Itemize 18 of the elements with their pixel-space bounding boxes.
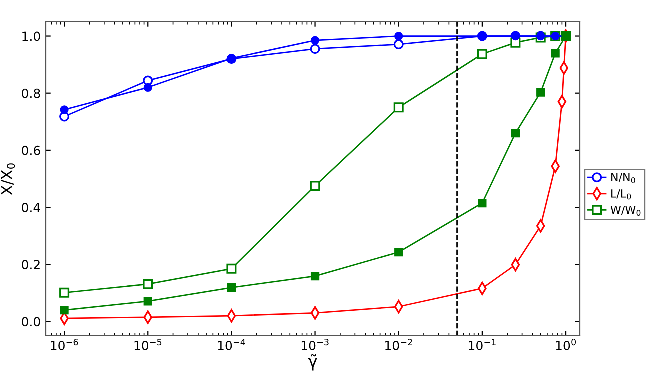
x-axis-title: γ̃ — [308, 354, 318, 371]
legend-label: L/L$_{0}$ — [612, 190, 632, 200]
y-axis-title: X/X$_{0}$ — [1, 164, 16, 196]
y-tick-label: 0.0 — [22, 317, 40, 327]
legend-label: N/N$_{0}$ — [612, 173, 636, 184]
legend-label: W/W$_{0}$ — [610, 206, 641, 216]
y-tick-label: 0.4 — [22, 203, 40, 212]
y-tick-label: 0.2 — [22, 260, 40, 270]
y-tick-label: 0.8 — [22, 88, 40, 98]
x-tick-label: 10$^{−6}$ — [51, 338, 78, 350]
x-tick-label: 10$^{−3}$ — [302, 338, 329, 350]
y-tick-label: 1.0 — [22, 32, 40, 42]
x-tick-label: 10$^{−2}$ — [386, 338, 412, 350]
x-tick-label: 10$^{0}$ — [556, 338, 576, 350]
x-tick-label: 10$^{−5}$ — [134, 339, 162, 350]
x-tick-label: 10$^{−1}$ — [469, 339, 496, 350]
x-tick-label: 10$^{−4}$ — [218, 339, 246, 350]
y-tick-label: 0.6 — [22, 146, 40, 156]
